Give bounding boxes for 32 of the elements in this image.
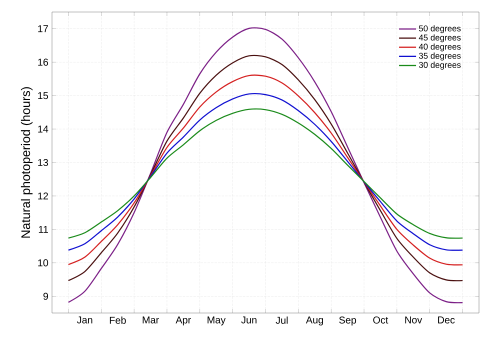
y-tick-label: 15	[38, 92, 48, 100]
line-series	[68, 108, 464, 239]
line-series	[68, 54, 464, 282]
y-tick-label: 10	[38, 259, 48, 266]
x-tick-label: Feb	[110, 316, 126, 324]
x-tick-label: Aug	[306, 316, 323, 326]
y-tick-label: 9	[43, 292, 48, 300]
line-series	[68, 93, 464, 251]
x-tick-label: Mar	[142, 316, 159, 324]
legend-label: 50 degrees	[418, 25, 461, 34]
line-series	[68, 27, 464, 304]
x-tick-label: Jan	[76, 316, 92, 324]
x-tick-label: Nov	[405, 316, 422, 324]
y-axis-title: Natural photoperiod (hours)	[20, 87, 33, 238]
x-tick-label: Dec	[438, 316, 455, 324]
legend-label: 35 degrees	[418, 52, 461, 60]
x-tick-label: May	[208, 316, 226, 326]
y-tick-label: 11	[38, 226, 48, 233]
legend-label: 30 degrees	[418, 62, 461, 70]
x-tick-label: Sep	[339, 316, 356, 326]
y-tick-label: 12	[38, 192, 48, 200]
y-tick-label: 17	[38, 25, 48, 32]
y-tick-label: 16	[38, 58, 48, 66]
x-tick-label: Jun	[241, 316, 256, 324]
x-tick-label: Oct	[373, 316, 388, 324]
x-tick-label: Apr	[176, 316, 191, 326]
legend-label: 40 degrees	[418, 43, 461, 52]
line-series	[68, 74, 464, 266]
y-tick-label: 13	[38, 158, 48, 166]
x-tick-label: Jul	[276, 316, 288, 324]
y-tick-label: 14	[38, 126, 48, 132]
legend-label: 45 degrees	[418, 34, 461, 42]
